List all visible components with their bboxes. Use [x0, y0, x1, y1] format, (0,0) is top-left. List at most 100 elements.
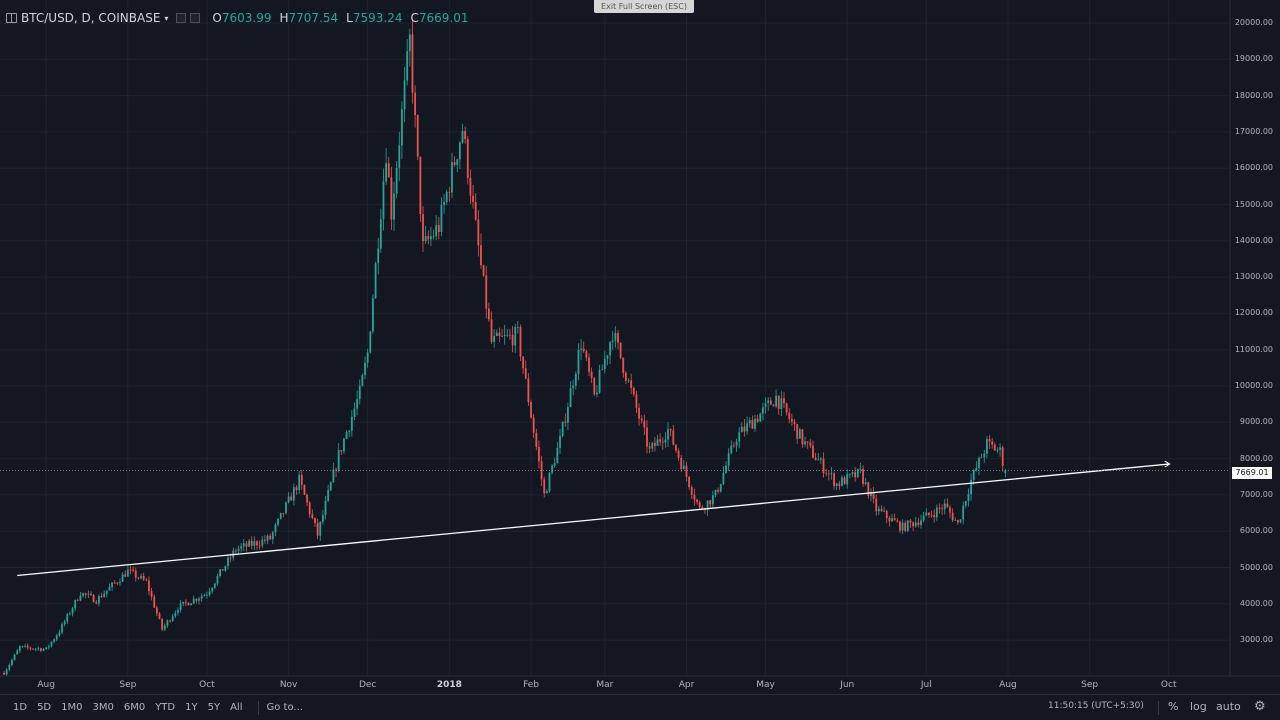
- candle-body: [192, 598, 195, 604]
- candle-body: [835, 483, 838, 487]
- candle-body: [66, 614, 69, 622]
- candle-body: [812, 445, 814, 458]
- candle: [598, 364, 601, 394]
- candle: [814, 452, 817, 461]
- price-chart[interactable]: [0, 0, 1280, 694]
- candle-body: [177, 610, 179, 613]
- candle-body: [675, 444, 677, 451]
- range-6m-button[interactable]: 6M0: [123, 702, 146, 713]
- candle-body: [453, 162, 456, 165]
- candle-body: [308, 502, 311, 515]
- candle-body: [588, 357, 590, 372]
- candle-body: [756, 418, 759, 422]
- candle-body: [47, 646, 50, 648]
- range-1d-button[interactable]: 1D: [13, 702, 28, 713]
- symbol-name[interactable]: BTC/USD, D, COINBASE: [21, 11, 161, 25]
- candle: [664, 432, 667, 448]
- candle: [577, 343, 580, 381]
- candle: [885, 510, 888, 523]
- trendline[interactable]: [17, 463, 1169, 577]
- candle-body: [356, 399, 359, 409]
- candle: [424, 225, 427, 244]
- candle-body: [609, 342, 611, 356]
- eye-icon[interactable]: [176, 13, 187, 23]
- candle-body: [993, 444, 996, 451]
- go-to-date-button[interactable]: Go to...: [266, 702, 303, 713]
- chevron-down-icon[interactable]: ▾: [164, 13, 169, 23]
- candle: [148, 576, 150, 596]
- candle: [82, 592, 84, 598]
- candle: [957, 519, 959, 525]
- candle-body: [45, 647, 48, 649]
- clock[interactable]: 11:50:15 (UTC+5:30): [1048, 701, 1144, 711]
- candle-body: [295, 487, 298, 491]
- exit-fullscreen-button[interactable]: Exit Full Screen (ESC): [594, 0, 694, 13]
- range-1m-button[interactable]: 1M0: [61, 702, 83, 713]
- candle-body: [1004, 470, 1007, 473]
- candle: [79, 591, 82, 602]
- auto-toggle[interactable]: auto: [1216, 700, 1241, 713]
- candle: [61, 622, 63, 635]
- candle: [656, 434, 659, 446]
- candle: [880, 505, 883, 512]
- range-all-button[interactable]: All: [230, 702, 243, 713]
- candle-body: [132, 569, 135, 571]
- range-5y-button[interactable]: 5Y: [207, 702, 221, 713]
- candle-body: [187, 602, 190, 606]
- candle: [474, 192, 477, 222]
- candle-body: [983, 453, 986, 458]
- percent-toggle[interactable]: %: [1168, 700, 1179, 713]
- log-toggle[interactable]: log: [1190, 700, 1207, 713]
- candle-body: [445, 191, 448, 203]
- candle-body: [224, 565, 227, 571]
- candle-body: [34, 648, 37, 650]
- candle-body: [29, 647, 32, 649]
- range-1y-button[interactable]: 1Y: [185, 702, 198, 713]
- range-5d-button[interactable]: 5D: [37, 702, 52, 713]
- candle-body: [843, 477, 846, 485]
- candle-body: [153, 596, 156, 608]
- candle: [161, 618, 164, 632]
- candle-body: [84, 593, 87, 595]
- candle-body: [448, 191, 451, 193]
- candle: [140, 573, 142, 580]
- candle-body: [680, 457, 683, 470]
- candle: [812, 440, 814, 459]
- candle-body: [783, 398, 785, 404]
- price-axis[interactable]: 20000.00 19000.00 18000.00 17000.00 16000.00…: [1230, 0, 1280, 676]
- candle-body: [806, 441, 809, 443]
- candle: [477, 210, 480, 257]
- candle: [306, 493, 308, 507]
- settings-square-icon[interactable]: [190, 13, 201, 23]
- candle-body: [451, 162, 453, 193]
- candle-body: [190, 603, 193, 606]
- candle: [877, 505, 880, 516]
- range-ytd-button[interactable]: YTD: [155, 702, 176, 713]
- candle: [464, 126, 467, 144]
- candle: [466, 136, 469, 185]
- time-tick: 2018: [436, 680, 462, 690]
- gear-icon[interactable]: ⚙: [1254, 699, 1266, 714]
- candle: [224, 565, 227, 572]
- candle: [177, 607, 179, 616]
- candle: [227, 553, 229, 570]
- candle: [42, 647, 45, 652]
- candle-body: [337, 450, 340, 471]
- candle: [506, 328, 509, 338]
- time-axis[interactable]: Aug Sep Oct Nov Dec 2018 Feb Mar Apr May Jun Jul Aug…: [0, 676, 1230, 694]
- candle-body: [258, 545, 261, 547]
- candle: [187, 602, 190, 606]
- candle-body: [111, 582, 113, 588]
- candle-body: [822, 458, 825, 474]
- candle-body: [174, 612, 177, 617]
- range-3m-button[interactable]: 3M0: [92, 702, 114, 713]
- candle-body: [237, 548, 240, 551]
- candle-body: [282, 512, 285, 514]
- candle: [3, 671, 5, 676]
- candle: [319, 521, 322, 541]
- candle: [108, 583, 111, 591]
- candle: [498, 327, 501, 343]
- candle-body: [775, 395, 777, 407]
- candle-body: [90, 593, 92, 595]
- compare-icon[interactable]: [6, 13, 17, 23]
